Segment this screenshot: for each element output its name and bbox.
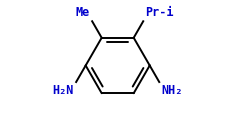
Text: Me: Me — [76, 6, 90, 19]
Text: NH₂: NH₂ — [162, 84, 183, 97]
Text: H₂N: H₂N — [52, 84, 74, 97]
Text: Pr-i: Pr-i — [146, 6, 174, 19]
